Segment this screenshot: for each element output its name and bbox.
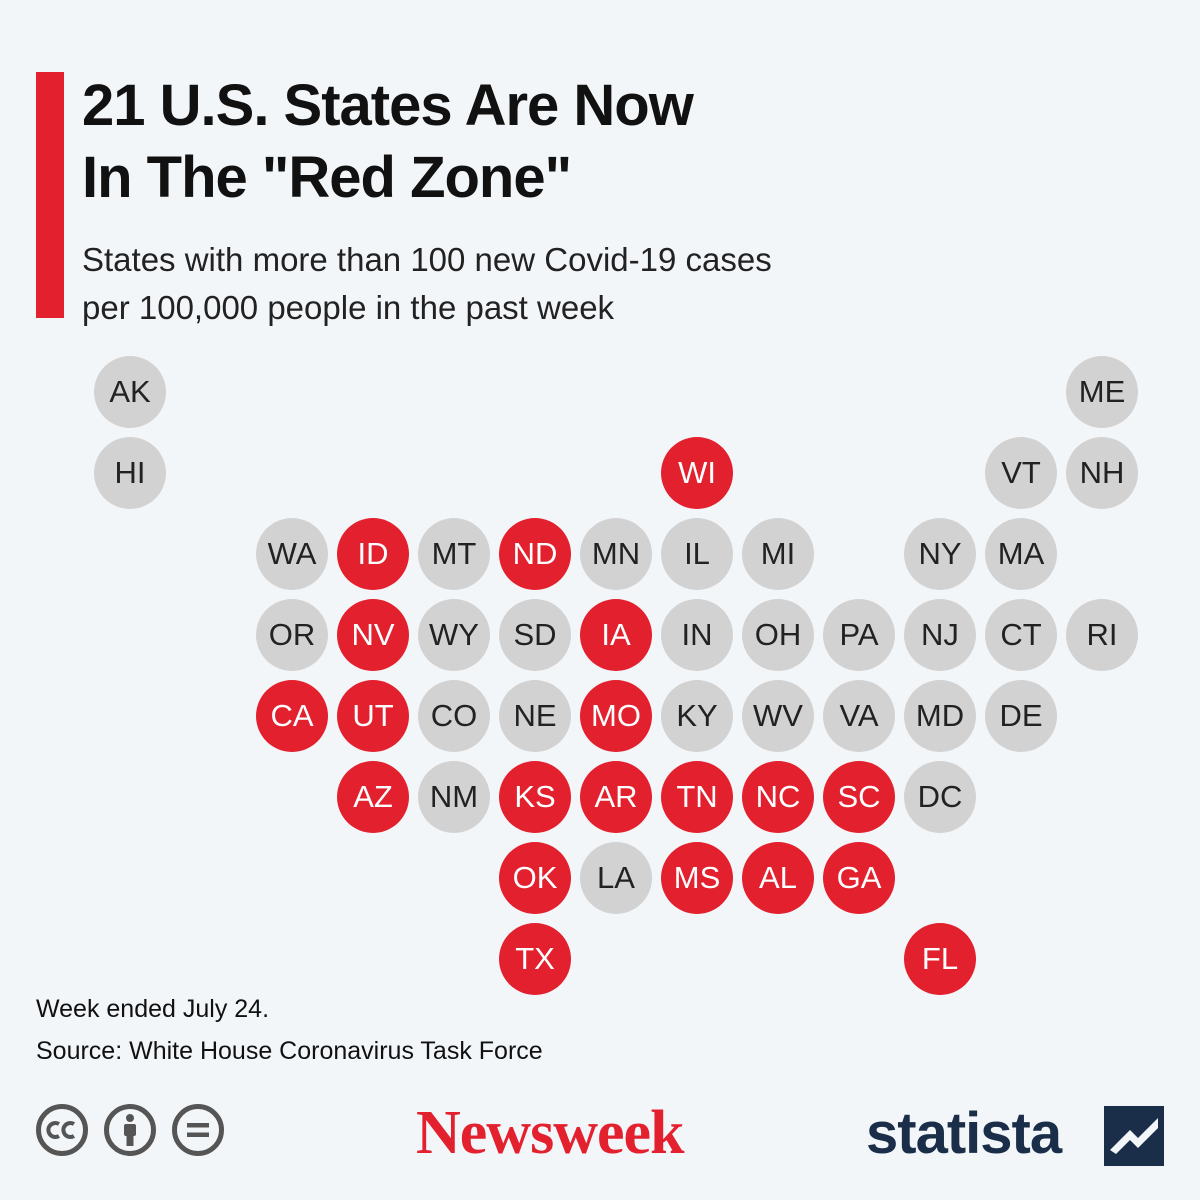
state-mi: MI [742, 518, 814, 590]
state-nc: NC [742, 761, 814, 833]
creative-commons-icon [36, 1104, 88, 1156]
title-line-2: In The "Red Zone" [82, 145, 572, 210]
state-mo: MO [580, 680, 652, 752]
subtitle-line-1: States with more than 100 new Covid-19 c… [82, 241, 772, 278]
state-az: AZ [337, 761, 409, 833]
state-hi: HI [94, 437, 166, 509]
state-sd: SD [499, 599, 571, 671]
page-title: 21 U.S. States Are Now In The "Red Zone" [82, 70, 982, 214]
state-ak: AK [94, 356, 166, 428]
state-tx: TX [499, 923, 571, 995]
state-mt: MT [418, 518, 490, 590]
state-wv: WV [742, 680, 814, 752]
state-ca: CA [256, 680, 328, 752]
state-la: LA [580, 842, 652, 914]
newsweek-logo: Newsweek [416, 1099, 684, 1167]
state-ct: CT [985, 599, 1057, 671]
date-note: Week ended July 24. [36, 995, 270, 1023]
state-ne: NE [499, 680, 571, 752]
page-subtitle: States with more than 100 new Covid-19 c… [82, 236, 982, 332]
state-mn: MN [580, 518, 652, 590]
state-or: OR [256, 599, 328, 671]
state-co: CO [418, 680, 490, 752]
state-ar: AR [580, 761, 652, 833]
statista-logo-icon [1104, 1106, 1164, 1166]
state-fl: FL [904, 923, 976, 995]
state-nv: NV [337, 599, 409, 671]
state-tn: TN [661, 761, 733, 833]
state-wy: WY [418, 599, 490, 671]
attribution-icon [104, 1104, 156, 1156]
state-ms: MS [661, 842, 733, 914]
state-dc: DC [904, 761, 976, 833]
state-tile-map: AK ME HI WI VT NH WA ID MT ND MN IL MI NY MA OR NV WY SD IA… [94, 356, 1138, 995]
state-va: VA [823, 680, 895, 752]
state-me: ME [1066, 356, 1138, 428]
state-pa: PA [823, 599, 895, 671]
state-id: ID [337, 518, 409, 590]
title-line-1: 21 U.S. States Are Now [82, 73, 694, 138]
state-wa: WA [256, 518, 328, 590]
state-in: IN [661, 599, 733, 671]
state-ga: GA [823, 842, 895, 914]
state-sc: SC [823, 761, 895, 833]
no-derivatives-icon [172, 1104, 224, 1156]
footnotes: Week ended July 24. Source: White House … [36, 988, 543, 1072]
state-md: MD [904, 680, 976, 752]
state-nm: NM [418, 761, 490, 833]
state-ny: NY [904, 518, 976, 590]
state-ok: OK [499, 842, 571, 914]
state-vt: VT [985, 437, 1057, 509]
state-nd: ND [499, 518, 571, 590]
state-ky: KY [661, 680, 733, 752]
state-de: DE [985, 680, 1057, 752]
state-nh: NH [1066, 437, 1138, 509]
state-ks: KS [499, 761, 571, 833]
title-accent-bar [36, 72, 64, 318]
state-ia: IA [580, 599, 652, 671]
state-nj: NJ [904, 599, 976, 671]
state-ut: UT [337, 680, 409, 752]
source-note: Source: White House Coronavirus Task For… [36, 1037, 543, 1065]
state-ri: RI [1066, 599, 1138, 671]
statista-wordmark: statista [866, 1101, 1062, 1166]
state-oh: OH [742, 599, 814, 671]
state-al: AL [742, 842, 814, 914]
state-ma: MA [985, 518, 1057, 590]
license-icons [36, 1104, 224, 1156]
subtitle-line-2: per 100,000 people in the past week [82, 289, 615, 326]
state-il: IL [661, 518, 733, 590]
state-wi: WI [661, 437, 733, 509]
